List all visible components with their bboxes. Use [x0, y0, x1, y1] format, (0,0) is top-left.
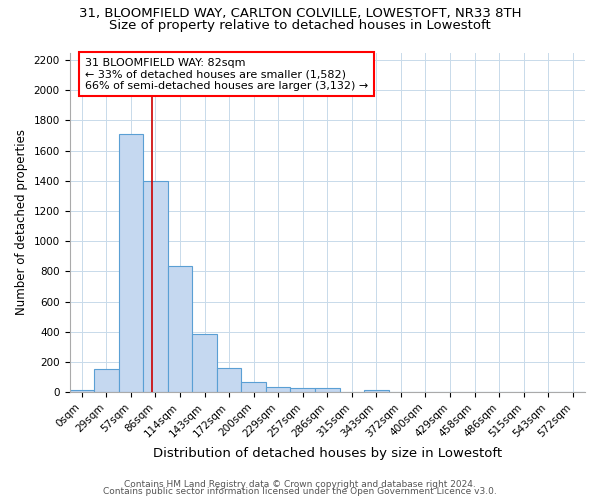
- X-axis label: Distribution of detached houses by size in Lowestoft: Distribution of detached houses by size …: [153, 447, 502, 460]
- Bar: [315, 388, 340, 392]
- Bar: [241, 382, 266, 392]
- Bar: [119, 134, 143, 392]
- Text: 31 BLOOMFIELD WAY: 82sqm
← 33% of detached houses are smaller (1,582)
66% of sem: 31 BLOOMFIELD WAY: 82sqm ← 33% of detach…: [85, 58, 368, 91]
- Text: Contains public sector information licensed under the Open Government Licence v3: Contains public sector information licen…: [103, 487, 497, 496]
- Y-axis label: Number of detached properties: Number of detached properties: [15, 130, 28, 316]
- Bar: [143, 181, 168, 392]
- Text: Contains HM Land Registry data © Crown copyright and database right 2024.: Contains HM Land Registry data © Crown c…: [124, 480, 476, 489]
- Bar: [290, 388, 315, 392]
- Bar: [217, 368, 241, 392]
- Bar: [266, 387, 290, 392]
- Text: 31, BLOOMFIELD WAY, CARLTON COLVILLE, LOWESTOFT, NR33 8TH: 31, BLOOMFIELD WAY, CARLTON COLVILLE, LO…: [79, 8, 521, 20]
- Text: Size of property relative to detached houses in Lowestoft: Size of property relative to detached ho…: [109, 18, 491, 32]
- Bar: [192, 334, 217, 392]
- Bar: [70, 390, 94, 392]
- Bar: [94, 368, 119, 392]
- Bar: [364, 390, 389, 392]
- Bar: [168, 266, 192, 392]
